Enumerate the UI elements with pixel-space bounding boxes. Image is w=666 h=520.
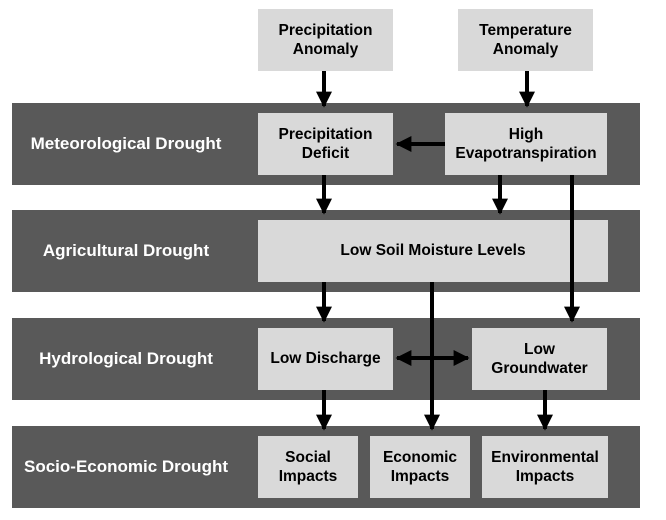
temperature-anomaly-box: Temperature Anomaly: [458, 9, 593, 71]
high-evapotranspiration-label: High Evapotranspiration: [455, 125, 597, 162]
low-soil-moisture-label: Low Soil Moisture Levels: [340, 242, 526, 260]
hydrological-drought-label: Hydrological Drought: [39, 349, 213, 368]
environmental-impacts-label: Environmental Impacts: [491, 448, 599, 485]
low-discharge-label: Low Discharge: [270, 350, 381, 368]
precipitation-anomaly-box: Precipitation Anomaly: [258, 9, 393, 71]
precipitation-deficit-label: Precipitation Deficit: [278, 125, 373, 162]
low-groundwater-label: Low Groundwater: [491, 340, 588, 377]
social-impacts-label: Social Impacts: [278, 448, 338, 485]
social-impacts-box: Social Impacts: [258, 436, 358, 498]
precipitation-anomaly-label: Precipitation Anomaly: [278, 21, 373, 58]
low-discharge-box: Low Discharge: [258, 328, 393, 390]
environmental-impacts-box: Environmental Impacts: [482, 436, 608, 498]
economic-impacts-box: Economic Impacts: [370, 436, 470, 498]
low-soil-moisture-box: Low Soil Moisture Levels: [258, 220, 608, 282]
meteorological-drought-label: Meteorological Drought: [30, 134, 222, 153]
low-groundwater-box: Low Groundwater: [472, 328, 607, 390]
economic-impacts-label: Economic Impacts: [382, 448, 458, 485]
agricultural-drought-label: Agricultural Drought: [42, 241, 210, 260]
high-evapotranspiration-box: High Evapotranspiration: [445, 113, 607, 175]
socio-economic-drought-label: Socio-Economic Drought: [24, 457, 228, 476]
precipitation-deficit-box: Precipitation Deficit: [258, 113, 393, 175]
temperature-anomaly-label: Temperature Anomaly: [479, 21, 572, 58]
